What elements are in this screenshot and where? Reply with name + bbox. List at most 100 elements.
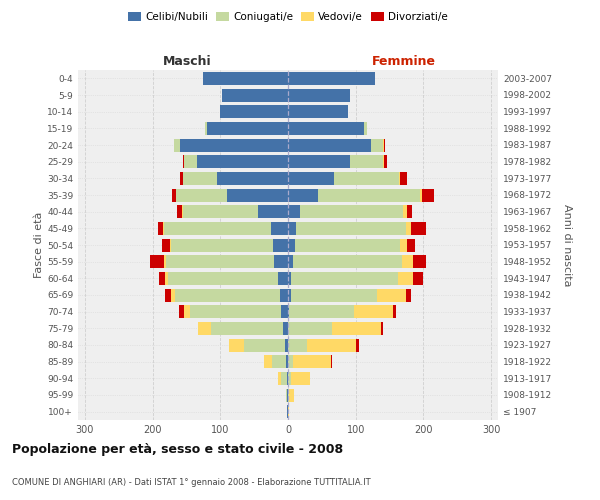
Bar — [220, 105, 288, 118]
Bar — [288, 122, 364, 135]
Bar — [197, 155, 288, 168]
Bar — [406, 222, 411, 235]
Bar — [422, 188, 434, 202]
Bar — [278, 372, 281, 385]
Bar — [293, 255, 403, 268]
Bar — [288, 72, 375, 85]
Bar — [288, 155, 350, 168]
Bar — [264, 355, 272, 368]
Bar — [184, 155, 197, 168]
Bar — [287, 372, 288, 385]
Bar — [164, 222, 271, 235]
Bar — [350, 155, 383, 168]
Bar — [177, 205, 182, 218]
Bar — [217, 172, 288, 185]
Bar — [179, 138, 288, 151]
Bar — [288, 255, 293, 268]
Bar — [383, 138, 385, 151]
Bar — [307, 338, 356, 351]
Bar — [377, 288, 406, 302]
Bar — [288, 405, 289, 418]
Bar — [288, 172, 334, 185]
Bar — [400, 172, 407, 185]
Bar — [288, 105, 347, 118]
Bar — [288, 288, 291, 302]
Bar — [399, 172, 400, 185]
Bar — [227, 188, 288, 202]
Bar — [411, 222, 426, 235]
Bar — [291, 372, 310, 385]
Bar — [166, 272, 168, 285]
Bar — [162, 238, 170, 252]
Bar — [211, 322, 283, 335]
Bar — [273, 238, 288, 252]
Bar — [229, 338, 244, 351]
Bar — [175, 288, 280, 302]
Bar — [183, 205, 257, 218]
Bar — [356, 338, 359, 351]
Bar — [291, 288, 377, 302]
Bar — [364, 122, 367, 135]
Text: Popolazione per età, sesso e stato civile - 2008: Popolazione per età, sesso e stato civil… — [12, 442, 343, 456]
Bar — [179, 172, 183, 185]
Bar — [383, 155, 387, 168]
Text: Maschi: Maschi — [163, 54, 212, 68]
Bar — [288, 355, 293, 368]
Bar — [292, 272, 398, 285]
Bar — [203, 72, 288, 85]
Bar — [221, 88, 288, 102]
Bar — [151, 255, 164, 268]
Bar — [288, 238, 295, 252]
Bar — [288, 372, 291, 385]
Bar — [354, 305, 393, 318]
Bar — [174, 138, 179, 151]
Bar — [288, 205, 300, 218]
Bar — [158, 222, 163, 235]
Bar — [319, 188, 420, 202]
Bar — [286, 355, 288, 368]
Bar — [407, 238, 415, 252]
Bar — [281, 305, 288, 318]
Bar — [168, 272, 278, 285]
Bar — [207, 122, 288, 135]
Bar — [381, 322, 383, 335]
Bar — [400, 238, 407, 252]
Bar — [331, 355, 332, 368]
Bar — [170, 238, 172, 252]
Bar — [288, 88, 350, 102]
Bar — [403, 205, 407, 218]
Bar — [172, 238, 273, 252]
Bar — [176, 188, 227, 202]
Bar — [172, 188, 176, 202]
Bar — [286, 388, 287, 402]
Bar — [244, 338, 284, 351]
Bar — [182, 205, 183, 218]
Bar — [288, 388, 289, 402]
Bar — [371, 138, 383, 151]
Bar — [398, 272, 413, 285]
Bar — [158, 272, 166, 285]
Bar — [173, 138, 174, 151]
Bar — [288, 305, 289, 318]
Bar — [166, 255, 274, 268]
Text: Femmine: Femmine — [371, 54, 436, 68]
Bar — [300, 205, 403, 218]
Bar — [271, 222, 288, 235]
Bar — [420, 188, 422, 202]
Bar — [281, 372, 287, 385]
Bar — [288, 138, 371, 151]
Bar — [287, 388, 288, 402]
Bar — [257, 205, 288, 218]
Bar — [288, 222, 296, 235]
Bar — [272, 355, 286, 368]
Bar — [407, 205, 412, 218]
Bar — [288, 322, 332, 335]
Bar — [172, 288, 175, 302]
Bar — [288, 338, 307, 351]
Bar — [296, 222, 406, 235]
Bar — [280, 288, 288, 302]
Bar — [198, 322, 211, 335]
Bar — [183, 155, 184, 168]
Bar — [393, 305, 397, 318]
Bar — [332, 322, 381, 335]
